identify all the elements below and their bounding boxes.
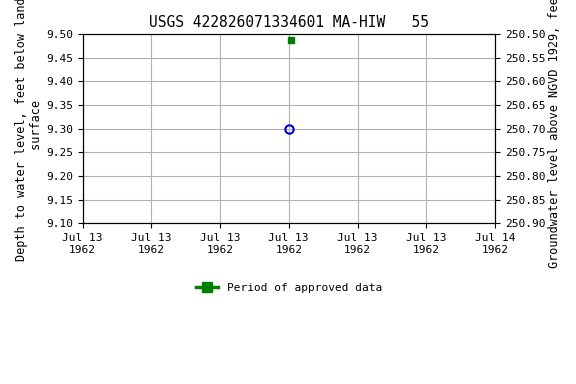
Y-axis label: Depth to water level, feet below land
 surface: Depth to water level, feet below land su… bbox=[15, 0, 43, 260]
Y-axis label: Groundwater level above NGVD 1929, feet: Groundwater level above NGVD 1929, feet bbox=[548, 0, 561, 268]
Title: USGS 422826071334601 MA-HIW   55: USGS 422826071334601 MA-HIW 55 bbox=[149, 15, 429, 30]
Legend: Period of approved data: Period of approved data bbox=[191, 279, 386, 298]
